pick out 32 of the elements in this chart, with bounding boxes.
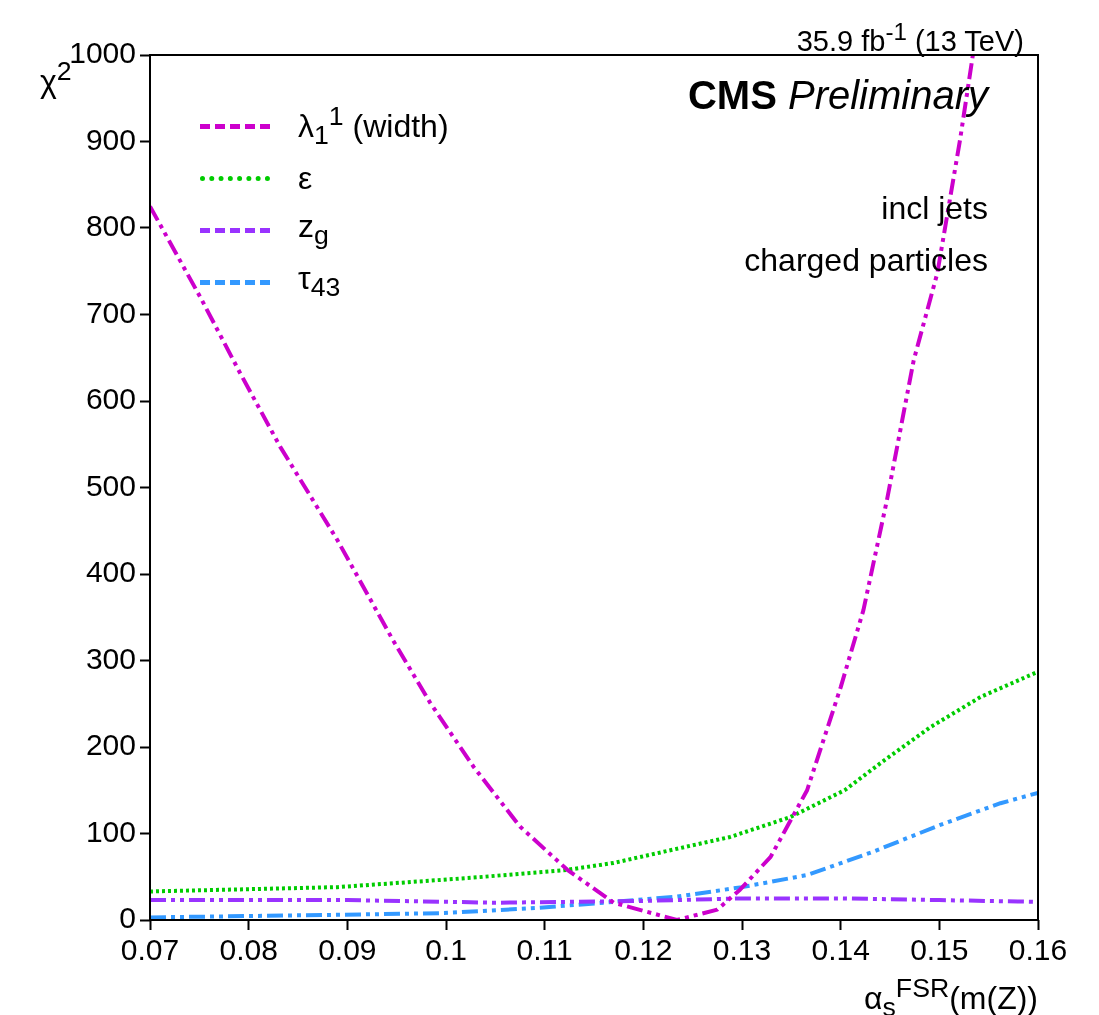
annotation: incl jets xyxy=(881,190,988,226)
legend-label: λ$_{1}$$^{1}$ (width) xyxy=(298,100,449,152)
x-tick-label: 0.1 xyxy=(425,933,467,967)
x-tick-label: 0.13 xyxy=(712,933,772,967)
legend-label: ε xyxy=(298,159,313,197)
x-tick-label: 0.09 xyxy=(318,933,377,967)
x-tick-label: 0.12 xyxy=(614,933,673,967)
x-tick-label: 0.14 xyxy=(811,933,870,967)
y-tick-label: 800 xyxy=(85,209,136,243)
y-tick-label: 300 xyxy=(85,641,136,675)
x-tick-label: 0.16 xyxy=(1008,933,1068,967)
annotation: charged particles xyxy=(744,242,988,278)
y-tick-label: 100 xyxy=(85,814,136,848)
x-tick-label: 0.07 xyxy=(120,933,180,967)
y-tick-label: 400 xyxy=(85,555,136,589)
x-tick-label: 0.15 xyxy=(910,933,969,967)
x-tick-label: 0.11 xyxy=(516,933,573,967)
y-tick-label: 0 xyxy=(119,901,136,935)
y-tick-label: 700 xyxy=(85,295,136,329)
y-tick-label: 500 xyxy=(85,468,136,502)
legend-label: τ$_{43}$ xyxy=(298,260,341,304)
y-tick-label: 600 xyxy=(85,382,136,416)
x-tick-label: 0.08 xyxy=(219,933,278,967)
y-tick-label: 200 xyxy=(85,728,136,762)
annotation: CMS Preliminary xyxy=(687,73,988,117)
y-tick-label: 900 xyxy=(85,122,136,156)
chart-title: 35.9 fb$^{-1}$ (13 TeV) xyxy=(796,18,1024,57)
line-series xyxy=(150,669,1038,894)
line-series xyxy=(150,790,1038,920)
legend-label: z$_{g}$ xyxy=(298,208,329,252)
y-axis-title: χ$^{2}$ xyxy=(40,56,72,99)
y-tick-label: 1000 xyxy=(69,36,136,70)
